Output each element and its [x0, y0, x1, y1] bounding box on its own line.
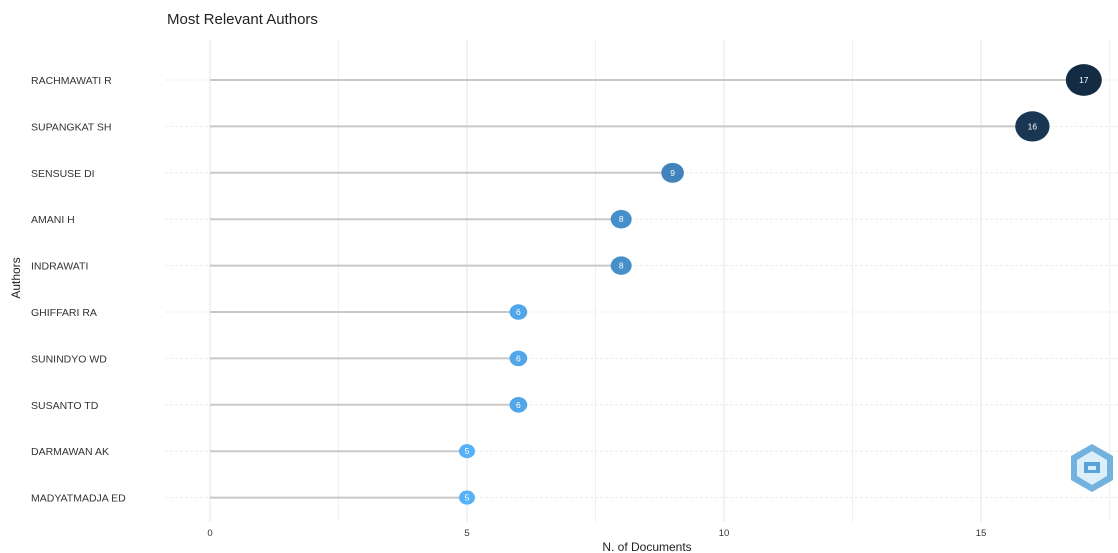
- y-tick-labels: RACHMAWATI R SUPANGKAT SH SENSUSE DI AMANI …: [31, 75, 126, 505]
- lollipop-dot: [509, 304, 528, 320]
- dot-value-label: 6: [516, 353, 521, 363]
- lollipop-dot: [1015, 111, 1050, 142]
- x-axis-title: N. of Documents: [602, 540, 691, 553]
- lollipop-dot: [509, 397, 528, 413]
- grid: [165, 40, 1118, 522]
- lollipop-dot: [459, 490, 475, 505]
- stems: [210, 79, 1084, 499]
- lollipop-dot: [610, 209, 632, 229]
- y-tick-label: INDRAWATI: [31, 261, 88, 273]
- dots: 17 16 9 8 8 6 6 6 5 5: [459, 64, 1102, 505]
- y-tick-label: MADYATMADJA ED: [31, 493, 126, 505]
- dot-value-label: 5: [465, 493, 470, 503]
- lollipop-dot: [509, 350, 528, 367]
- dot-value-label: 5: [465, 446, 470, 456]
- y-tick-label: GHIFFARI RA: [31, 307, 97, 319]
- dot-value-label: 9: [670, 168, 675, 178]
- lollipop-dot: [661, 162, 684, 183]
- dot-value-label: 8: [619, 261, 624, 271]
- y-tick-label: AMANI H: [31, 214, 75, 226]
- dot-value-label: 6: [516, 307, 521, 317]
- x-tick-label: 15: [976, 528, 987, 539]
- dot-value-label: 16: [1028, 121, 1038, 131]
- x-tick-label: 10: [719, 528, 730, 539]
- x-tick-label: 5: [464, 528, 469, 539]
- y-axis-title: Authors: [9, 257, 23, 298]
- y-tick-label: SUSANTO TD: [31, 400, 99, 412]
- y-tick-label: RACHMAWATI R: [31, 75, 112, 87]
- y-tick-label: SUPANGKAT SH: [31, 121, 112, 133]
- x-tick-labels: 0 5 10 15: [207, 528, 986, 539]
- x-tick-label: 0: [207, 528, 212, 539]
- lollipop-dot: [1065, 64, 1102, 96]
- dot-value-label: 8: [619, 214, 624, 224]
- y-tick-label: SUNINDYO WD: [31, 353, 107, 365]
- chart-title: Most Relevant Authors: [167, 11, 318, 28]
- lollipop-dot: [610, 256, 632, 275]
- dot-value-label: 6: [516, 400, 521, 410]
- y-tick-label: SENSUSE DI: [31, 168, 95, 180]
- watermark-logo: [1071, 444, 1113, 492]
- lollipop-dot: [459, 444, 475, 459]
- dot-value-label: 17: [1079, 75, 1089, 85]
- y-tick-label: DARMAWAN AK: [31, 446, 109, 458]
